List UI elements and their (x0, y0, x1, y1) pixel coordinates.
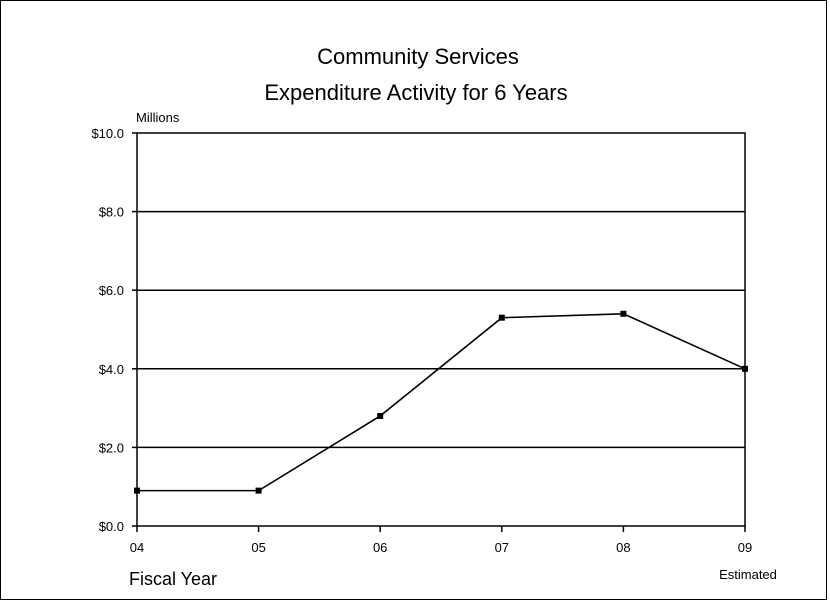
data-point (742, 365, 748, 372)
x-tick-label: 08 (616, 540, 630, 555)
data-point (620, 310, 627, 317)
y-axis-label: Millions (136, 110, 180, 125)
y-tick-label: $6.0 (99, 283, 124, 298)
y-tick-label: $2.0 (99, 440, 124, 455)
x-axis-label: Fiscal Year (129, 569, 217, 589)
series-expenditure (134, 310, 748, 494)
estimated-note: Estimated (719, 567, 777, 582)
y-tick-label: $10.0 (91, 126, 124, 141)
x-tick-label: 05 (251, 540, 265, 555)
y-tick-labels: $0.0 $2.0 $4.0 $6.0 $8.0 $10.0 (91, 126, 137, 534)
y-tick-label: $0.0 (99, 519, 124, 534)
y-tick-label: $4.0 (99, 362, 124, 377)
y-tick-label: $8.0 (99, 205, 124, 220)
series-line (137, 312, 746, 492)
x-tick-label: 06 (373, 540, 387, 555)
data-point (255, 487, 262, 494)
chart-title: Community Services (317, 44, 519, 69)
data-point (134, 487, 140, 494)
x-tick-label: 07 (495, 540, 509, 555)
data-point (377, 412, 384, 419)
chart-subtitle: Expenditure Activity for 6 Years (264, 80, 567, 105)
x-tick-label: 09 (738, 540, 752, 555)
data-point (498, 314, 505, 321)
x-tick-labels: 04 05 06 07 08 09 (130, 526, 752, 555)
x-tick-label: 04 (130, 540, 144, 555)
gridlines (137, 210, 745, 449)
plot-area (136, 132, 746, 527)
